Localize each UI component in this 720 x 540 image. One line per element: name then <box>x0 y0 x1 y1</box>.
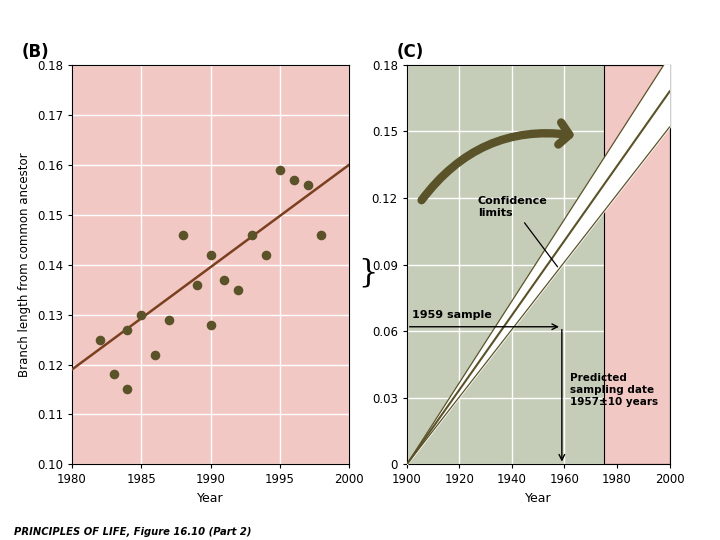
Point <box>94 335 106 344</box>
Text: (C): (C) <box>396 43 423 61</box>
Point <box>108 370 120 379</box>
Point <box>122 325 133 334</box>
Text: (B): (B) <box>22 43 50 61</box>
Point <box>149 350 161 359</box>
Text: Confidence
limits: Confidence limits <box>478 196 557 267</box>
Point <box>261 251 272 259</box>
FancyArrowPatch shape <box>422 123 570 200</box>
Bar <box>604 65 670 464</box>
Point <box>302 180 313 189</box>
Text: PRINCIPLES OF LIFE, Figure 16.10 (Part 2): PRINCIPLES OF LIFE, Figure 16.10 (Part 2… <box>14 527 252 537</box>
Point <box>204 320 216 329</box>
Point <box>135 310 147 319</box>
Point <box>274 165 286 174</box>
Point <box>315 231 327 239</box>
Point <box>233 285 244 294</box>
Y-axis label: Branch length from common ancestor: Branch length from common ancestor <box>18 152 31 377</box>
Point <box>288 176 300 184</box>
Text: Predicted
sampling date
1957±10 years: Predicted sampling date 1957±10 years <box>570 374 658 407</box>
Point <box>191 280 202 289</box>
Point <box>177 231 189 239</box>
Text: 1959 sample: 1959 sample <box>412 310 492 320</box>
X-axis label: Year: Year <box>525 492 552 505</box>
Point <box>204 251 216 259</box>
Point <box>219 275 230 284</box>
X-axis label: Year: Year <box>197 492 224 505</box>
Point <box>246 231 258 239</box>
Text: Figure 16.10  Dating the Origin of HIV-1 in Human Populations (Part 2): Figure 16.10 Dating the Origin of HIV-1 … <box>6 10 472 23</box>
Point <box>122 385 133 394</box>
Point <box>163 315 175 324</box>
Text: }: } <box>358 257 377 288</box>
